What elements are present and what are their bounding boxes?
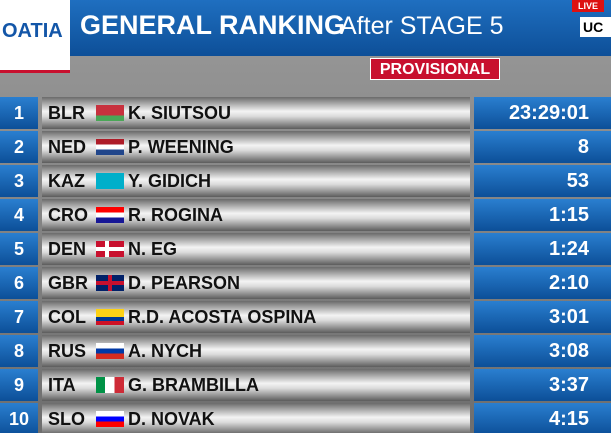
rank: 4 [0, 199, 38, 231]
flag [96, 309, 124, 325]
rank: 5 [0, 233, 38, 265]
country-code: SLO [48, 409, 86, 429]
rider-name: D. NOVAK [128, 409, 215, 429]
time-gap: 8 [474, 131, 611, 163]
country-code: KAZ [48, 171, 85, 191]
time-gap: 1:24 [474, 233, 611, 265]
rank: 10 [0, 403, 38, 433]
time-gap: 53 [474, 165, 611, 197]
country-code: CRO [48, 205, 88, 225]
header-band [0, 0, 611, 56]
rank: 3 [0, 165, 38, 197]
flag [96, 207, 124, 223]
country-code: ITA [48, 375, 76, 395]
country-code: BLR [48, 103, 85, 123]
country-code: GBR [48, 273, 88, 293]
rank: 1 [0, 97, 38, 129]
time-gap: 23:29:01 [474, 97, 611, 129]
flag [96, 105, 124, 121]
ranking-row: 9 ITA G. BRAMBILLA 3:37 [0, 368, 611, 402]
time-gap: 3:08 [474, 335, 611, 367]
flag [96, 377, 124, 393]
rider-name: R. ROGINA [128, 205, 224, 225]
logo: OATIA [0, 0, 70, 73]
country-code: COL [48, 307, 86, 327]
rank: 6 [0, 267, 38, 299]
live-badge: LIVE [572, 0, 605, 12]
rank: 8 [0, 335, 38, 367]
ranking-row: 1 BLR K. SIUTSOU 23:29:01 [0, 96, 611, 130]
ranking-row: 2 NED P. WEENING 8 [0, 130, 611, 164]
time-gap: 3:37 [474, 369, 611, 401]
subtitle: After STAGE 5 [340, 12, 504, 40]
flag [96, 343, 124, 359]
rank: 2 [0, 131, 38, 163]
rider-name: G. BRAMBILLA [128, 375, 259, 395]
time-gap: 1:15 [474, 199, 611, 231]
flag [96, 173, 124, 189]
title: GENERAL RANKING [80, 10, 346, 40]
rider-name: Y. GIDICH [128, 171, 212, 191]
country-code: RUS [48, 341, 87, 361]
ranking-row: 7 COL R.D. ACOSTA OSPINA 3:01 [0, 300, 611, 334]
ranking-row: 6 GBR D. PEARSON 2:10 [0, 266, 611, 300]
rider-name: A. NYCH [128, 341, 203, 361]
ranking-row: 5 DEN N. EG 1:24 [0, 232, 611, 266]
rank: 9 [0, 369, 38, 401]
rank: 7 [0, 301, 38, 333]
flag [96, 139, 124, 155]
rider-name: P. WEENING [128, 137, 234, 157]
ranking-row: 3 KAZ Y. GIDICH 53 [0, 164, 611, 198]
status-badge: PROVISIONAL [370, 58, 500, 80]
rider-name: N. EG [128, 239, 178, 259]
flag [96, 275, 124, 291]
time-gap: 2:10 [474, 267, 611, 299]
rider-name: D. PEARSON [128, 273, 241, 293]
time-gap: 4:15 [474, 403, 611, 433]
country-code: NED [48, 137, 87, 157]
logo-text: OATIA [2, 20, 63, 42]
flag [96, 411, 124, 427]
ranking-row: 4 CRO R. ROGINA 1:15 [0, 198, 611, 232]
ranking-row: 10 SLO D. NOVAK 4:15 [0, 402, 611, 433]
flag [96, 241, 124, 257]
ranking-row: 8 RUS A. NYCH 3:08 [0, 334, 611, 368]
rider-name: R.D. ACOSTA OSPINA [128, 307, 317, 327]
country-code: DEN [48, 239, 87, 259]
rider-name: K. SIUTSOU [128, 103, 232, 123]
uci-logo: UC [580, 17, 611, 37]
time-gap: 3:01 [474, 301, 611, 333]
